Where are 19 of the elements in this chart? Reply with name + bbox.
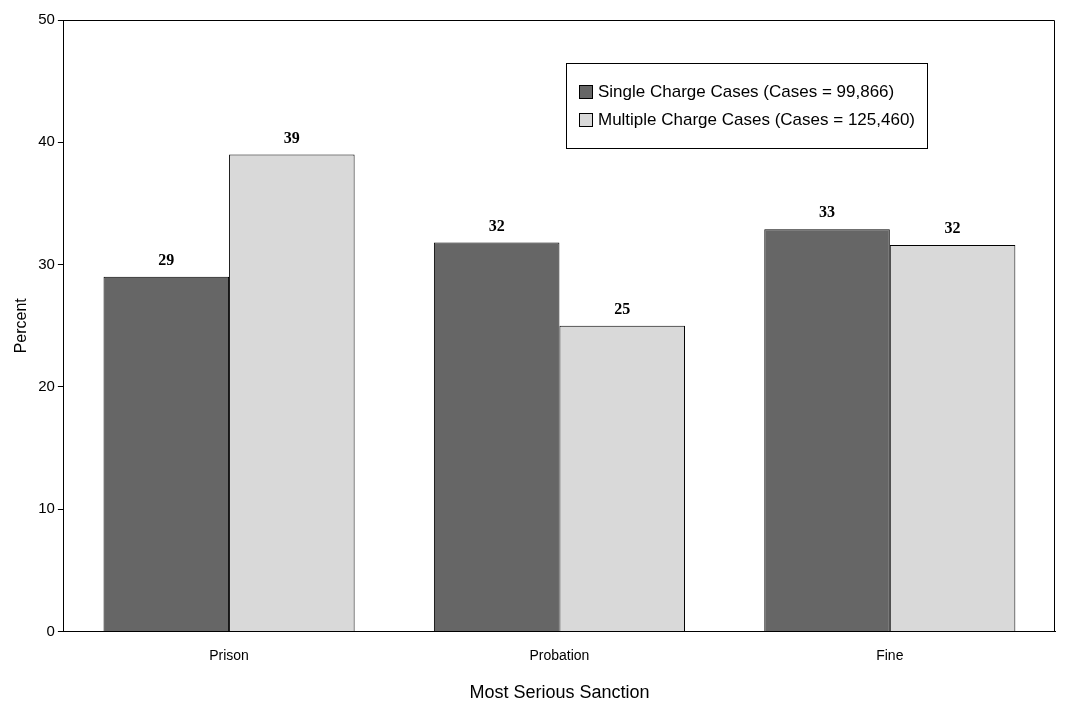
data-label: 25 <box>614 299 631 317</box>
data-label: 29 <box>158 251 175 269</box>
y-tick-label: 40 <box>38 132 55 150</box>
y-axis-title: Percent <box>12 297 30 354</box>
y-tick-label: 20 <box>38 377 55 395</box>
legend-label: Multiple Charge Cases (Cases = 125,460) <box>597 110 915 130</box>
data-label: 32 <box>488 216 505 234</box>
x-tick-label: Probation <box>529 646 590 663</box>
y-tick-label: 10 <box>38 499 55 517</box>
y-tick-label: 0 <box>46 621 55 639</box>
x-tick-label: Prison <box>209 646 249 663</box>
data-label: 39 <box>283 128 300 146</box>
x-tick-label: Fine <box>876 646 904 663</box>
data-label: 33 <box>819 203 836 221</box>
legend-label: Single Charge Cases (Cases = 99,866) <box>597 82 895 102</box>
x-axis-title: Most Serious Sanction <box>469 682 650 703</box>
data-label: 32 <box>944 219 961 237</box>
y-tick-label: 30 <box>38 254 55 272</box>
y-tick-label: 50 <box>38 10 55 28</box>
